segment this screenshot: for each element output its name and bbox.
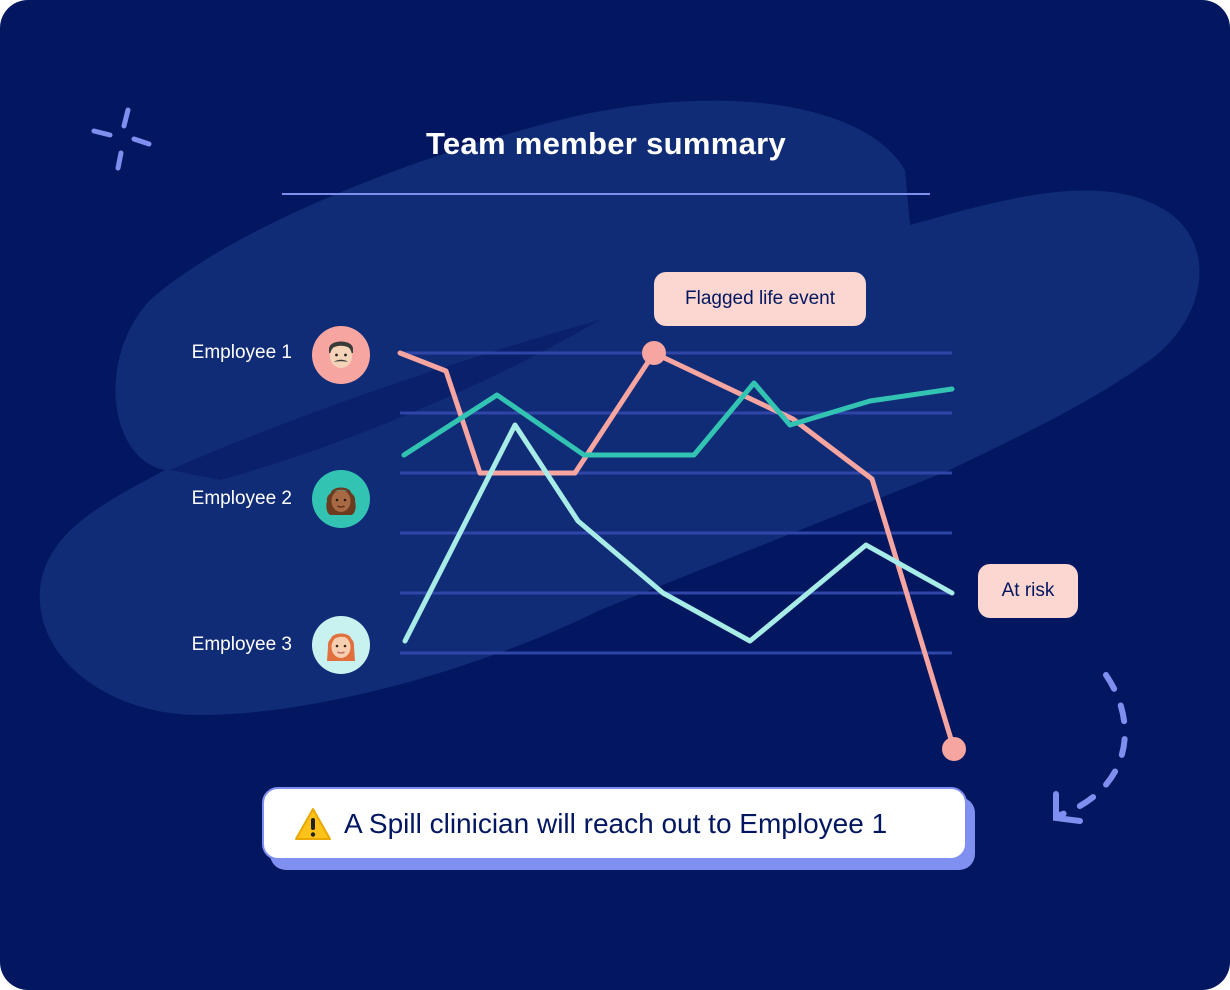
marker-layer bbox=[642, 341, 966, 761]
employee-2-avatar bbox=[312, 470, 370, 528]
employee-3-label: Employee 3 bbox=[191, 634, 292, 655]
title-divider bbox=[282, 193, 930, 195]
series-line-3 bbox=[402, 422, 955, 644]
at-risk-callout: At risk bbox=[978, 564, 1078, 618]
background-blob-shadow bbox=[170, 320, 600, 480]
flagged-life-event-callout: Flagged life event bbox=[654, 272, 866, 326]
employee-3-avatar bbox=[312, 616, 370, 674]
flagged-event-marker bbox=[642, 341, 666, 365]
chart-title: Team member summary bbox=[425, 126, 787, 161]
employee-1-avatar bbox=[312, 326, 370, 384]
series-line-1 bbox=[397, 350, 957, 752]
woman-red-hair-face-icon bbox=[327, 633, 355, 661]
series-line-2 bbox=[401, 380, 955, 458]
clinician-outreach-banner: A Spill clinician will reach out to Empl… bbox=[262, 787, 967, 860]
employee-2-label: Employee 2 bbox=[191, 488, 292, 509]
sparkle-icon bbox=[91, 107, 152, 171]
woman-curly-hair-face-icon bbox=[326, 487, 356, 515]
employee-1-label: Employee 1 bbox=[191, 342, 292, 363]
series-layer bbox=[397, 350, 957, 752]
warning-icon bbox=[295, 807, 331, 840]
at-risk-marker bbox=[942, 737, 966, 761]
man-face-icon bbox=[329, 341, 353, 368]
dashed-arrow-icon bbox=[1053, 672, 1128, 824]
banner-text: A Spill clinician will reach out to Empl… bbox=[344, 807, 888, 839]
